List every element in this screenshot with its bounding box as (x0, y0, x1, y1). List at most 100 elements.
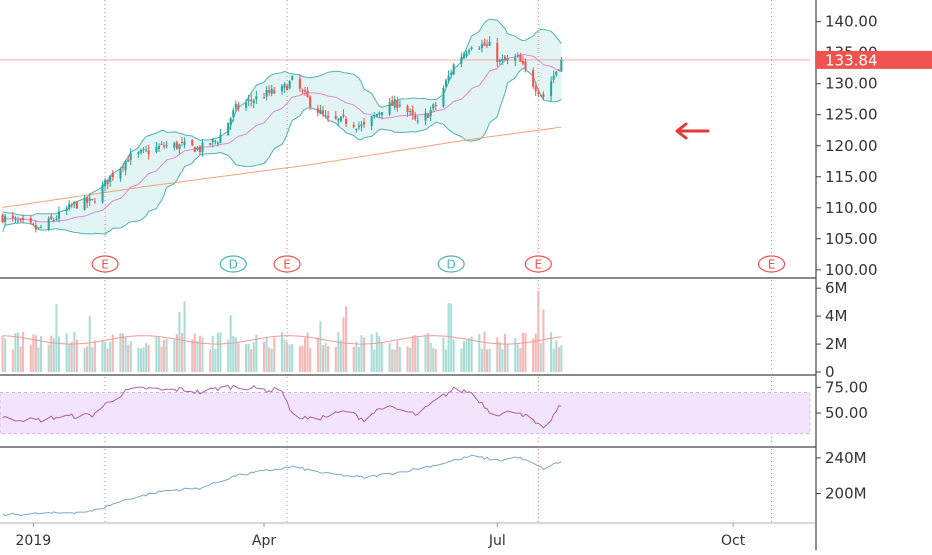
volume-bar[interactable] (70, 342, 73, 372)
candle-body[interactable] (514, 57, 517, 61)
volume-bar[interactable] (291, 344, 294, 372)
obv-pane[interactable] (2, 454, 562, 517)
candle-body[interactable] (339, 116, 342, 121)
volume-bar[interactable] (352, 346, 355, 372)
candle-body[interactable] (301, 90, 304, 92)
volume-bar[interactable] (234, 336, 237, 372)
volume-bar[interactable] (175, 334, 178, 372)
volume-bar[interactable] (29, 344, 32, 372)
candle-body[interactable] (345, 118, 348, 124)
candle-body[interactable] (375, 113, 378, 117)
candle-body[interactable] (539, 94, 542, 96)
candle-body[interactable] (496, 42, 499, 63)
volume-bar[interactable] (319, 321, 322, 372)
candle-body[interactable] (101, 185, 104, 203)
volume-bar[interactable] (183, 301, 186, 372)
volume-bar[interactable] (345, 306, 348, 372)
candle-body[interactable] (465, 53, 468, 57)
volume-bar[interactable] (304, 337, 307, 372)
candle-body[interactable] (273, 90, 276, 93)
candle-body[interactable] (137, 151, 140, 154)
volume-bar[interactable] (516, 344, 519, 372)
candle-body[interactable] (432, 104, 435, 109)
volume-bar[interactable] (557, 347, 560, 372)
volume-bar[interactable] (309, 347, 312, 372)
candle-body[interactable] (309, 96, 312, 107)
volume-bar[interactable] (414, 334, 417, 372)
volume-bar[interactable] (360, 335, 363, 372)
volume-bar[interactable] (193, 333, 196, 372)
volume-bar[interactable] (65, 333, 68, 372)
volume-bar[interactable] (393, 349, 396, 372)
volume-bar[interactable] (542, 309, 545, 372)
candle-body[interactable] (262, 97, 266, 99)
volume-bar[interactable] (209, 349, 212, 372)
dividend-marker[interactable] (437, 255, 465, 273)
candle-body[interactable] (127, 159, 130, 162)
candle-body[interactable] (378, 112, 381, 115)
volume-bar[interactable] (416, 337, 419, 372)
candle-body[interactable] (486, 44, 489, 46)
volume-bar[interactable] (286, 342, 289, 372)
candle-body[interactable] (524, 61, 527, 69)
candle-body[interactable] (129, 153, 132, 161)
volume-bar[interactable] (129, 341, 132, 372)
candle-body[interactable] (370, 116, 373, 127)
candle-body[interactable] (193, 147, 196, 153)
candle-body[interactable] (355, 128, 358, 130)
volume-bar[interactable] (462, 341, 465, 372)
volume-bar[interactable] (142, 347, 145, 372)
candle-body[interactable] (398, 104, 401, 107)
candle-body[interactable] (175, 142, 178, 149)
candle-body[interactable] (237, 104, 240, 109)
volume-bar[interactable] (245, 344, 248, 372)
volume-bar[interactable] (111, 334, 114, 372)
volume-bar[interactable] (514, 338, 517, 372)
candle-body[interactable] (550, 81, 553, 97)
volume-bar[interactable] (391, 349, 394, 372)
volume-bar[interactable] (378, 336, 381, 372)
volume-bar[interactable] (452, 339, 455, 372)
candle-body[interactable] (298, 78, 301, 89)
candle-body[interactable] (4, 215, 7, 222)
volume-bar[interactable] (537, 290, 540, 372)
candle-body[interactable] (37, 227, 40, 229)
earnings-marker[interactable] (524, 255, 552, 273)
candle-body[interactable] (106, 180, 109, 185)
candle-body[interactable] (283, 83, 286, 88)
volume-bar[interactable] (519, 348, 522, 372)
volume-bar[interactable] (534, 333, 537, 372)
volume-bar[interactable] (52, 338, 55, 372)
candle-body[interactable] (411, 109, 414, 115)
candle-body[interactable] (73, 201, 76, 204)
volume-bar[interactable] (219, 332, 222, 372)
candle-body[interactable] (480, 44, 483, 49)
volume-bar[interactable] (157, 337, 160, 372)
volume-bar[interactable] (83, 347, 86, 372)
candle-body[interactable] (47, 218, 50, 230)
volume-bar[interactable] (442, 337, 445, 372)
volume-bar[interactable] (521, 332, 524, 372)
candle-body[interactable] (462, 53, 465, 59)
volume-bar[interactable] (147, 345, 150, 372)
candle-body[interactable] (122, 167, 125, 169)
volume-bar[interactable] (37, 347, 40, 372)
candle-body[interactable] (304, 90, 307, 92)
volume-bar[interactable] (247, 343, 250, 372)
volume-bar[interactable] (124, 337, 127, 372)
volume-bar[interactable] (232, 335, 235, 372)
candle-body[interactable] (396, 100, 399, 108)
candle-body[interactable] (198, 146, 201, 152)
volume-bar[interactable] (270, 348, 273, 372)
volume-bar[interactable] (127, 344, 130, 372)
candle-body[interactable] (19, 218, 22, 220)
candle-body[interactable] (14, 218, 17, 220)
candle-body[interactable] (250, 99, 253, 102)
volume-bar[interactable] (478, 334, 481, 372)
volume-bar[interactable] (106, 348, 109, 372)
candle-body[interactable] (142, 149, 145, 151)
candle-body[interactable] (416, 120, 419, 122)
volume-bar[interactable] (211, 335, 214, 372)
volume-bar[interactable] (250, 349, 253, 372)
last-price-badge[interactable] (816, 50, 932, 69)
